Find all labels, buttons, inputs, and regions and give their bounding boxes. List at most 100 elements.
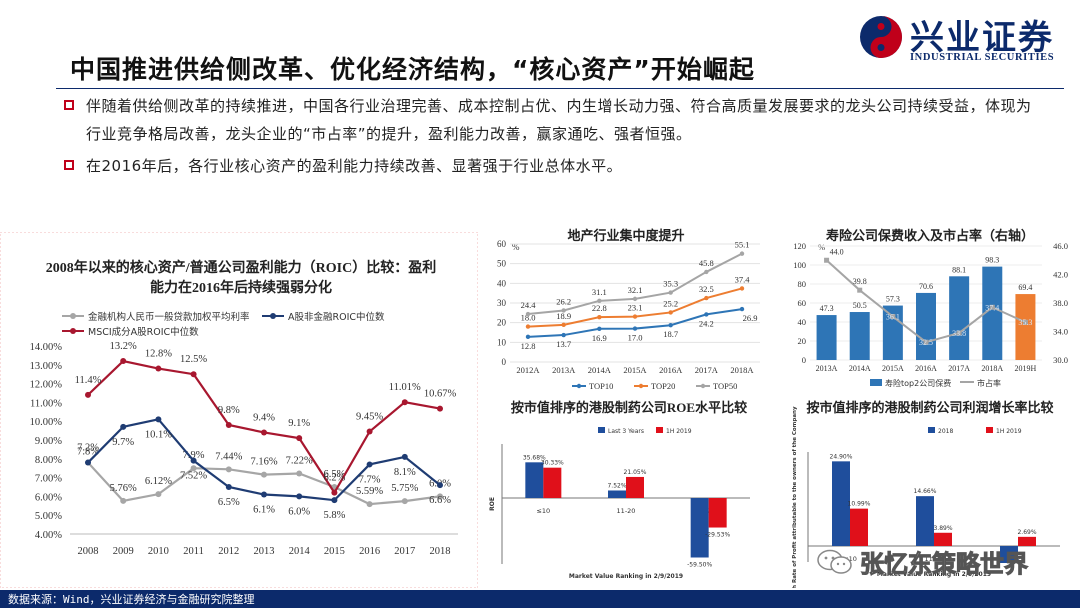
legend-marker (700, 383, 706, 389)
data-point (437, 493, 443, 500)
data-label: 17.0 (628, 333, 643, 343)
data-point (989, 304, 995, 310)
chart-title: 2008年以来的核心资产/普通公司盈利能力（ROIC）比较：盈利 (46, 259, 436, 276)
bullet-item: 伴随着供给侧改革的持续推进，中国各行业治理完善、成本控制占优、内生增长动力强、符… (64, 92, 1044, 148)
data-point (190, 465, 197, 472)
page-title: 中国推进供给侧改革、优化经济结构，“核心资产”开始崛起 (70, 55, 755, 84)
data-point (225, 421, 232, 428)
y-tick-label-left: 0 (802, 355, 806, 365)
data-label: 31.1 (592, 287, 607, 297)
data-point (704, 312, 709, 317)
data-label: 55.1 (735, 240, 750, 250)
chart-title: 能力在2016年后持续强弱分化 (150, 279, 332, 296)
bar-label: 35.68% (523, 454, 546, 461)
x-tick-label: 2009 (113, 546, 134, 557)
y-axis-unit: % (818, 242, 825, 252)
y-tick-label: 13.00% (30, 361, 63, 372)
y-tick-label: 7.00% (35, 474, 62, 485)
bar (850, 508, 868, 546)
bar (525, 462, 544, 498)
bar (1000, 546, 1018, 563)
x-tick-label: 2013A (816, 364, 838, 373)
y-tick-label: 30 (497, 298, 507, 308)
y-tick-label: 40 (497, 278, 507, 288)
data-point (597, 314, 602, 320)
x-tick-label: 2013A (552, 365, 576, 375)
data-label: 37.4 (735, 274, 751, 284)
x-axis-title: Market Value Ranking in 2/9/2019 (877, 571, 991, 578)
x-tick-label: 2012A (516, 365, 540, 375)
data-label: 12.8% (145, 349, 172, 360)
data-label: 13.2% (110, 341, 137, 352)
watermark-text: 张忆东策略世界 (860, 550, 1029, 579)
x-tick-label: 2017A (948, 364, 970, 373)
data-label: 7.52% (180, 471, 207, 482)
data-point (668, 323, 673, 328)
data-label: 12.8 (521, 341, 536, 351)
legend-label: MSCI成分A股ROIC中位数 (88, 326, 199, 338)
bullet-box-icon (64, 100, 74, 110)
data-point (923, 339, 929, 345)
data-point (525, 324, 531, 329)
y-tick-label-left: 120 (793, 241, 806, 251)
data-label: 5.76% (110, 483, 137, 494)
data-label: 24.4 (521, 300, 537, 310)
y-tick-label-left: 60 (798, 298, 807, 308)
data-label: 6.12% (145, 476, 172, 487)
data-point (225, 466, 232, 473)
bar (982, 266, 1003, 360)
data-label: 18.0 (521, 313, 536, 323)
data-label: 18.9 (556, 311, 571, 321)
bar-label: 57.3 (886, 295, 900, 304)
data-label: 13.7 (556, 339, 571, 349)
property-chart: 地产行业集中度提升% 0 10 20 30 40 50 60 2012A 2013A 2014A 20… (497, 228, 760, 391)
bar-label: 24.90% (830, 453, 853, 460)
data-point (120, 497, 127, 504)
data-point (366, 461, 373, 468)
x-axis-title: Market Value Ranking in 2/9/2019 (569, 573, 683, 580)
data-point (120, 358, 127, 365)
data-point (632, 296, 638, 302)
x-tick-label: 2011 (183, 546, 204, 557)
data-label: 8.1% (394, 467, 416, 478)
data-label: 7.7% (359, 474, 381, 485)
y-tick-label-left: 80 (798, 279, 807, 289)
data-label: 7.16% (250, 457, 277, 468)
chart-frame (0, 232, 478, 588)
x-tick-label: 2014A (849, 364, 871, 373)
chart-title: 地产行业集中度提升 (567, 228, 684, 243)
data-label: 32.5 (699, 284, 714, 294)
y-tick-label: 9.00% (35, 436, 62, 447)
data-label: 18.7 (663, 329, 678, 339)
data-point (704, 295, 709, 301)
data-point (155, 365, 162, 372)
data-point (739, 251, 745, 256)
footer-source: 数据来源：Wind，兴业证券经济与金融研究院整理 (8, 593, 255, 606)
line-label: 39.8 (853, 277, 867, 286)
y-tick-label: 60 (497, 239, 507, 249)
bar-label: -29.53% (705, 532, 730, 539)
legend-label: 2018 (938, 428, 953, 435)
data-label: 6.1% (253, 505, 275, 516)
bar (916, 496, 934, 546)
data-point (824, 257, 830, 263)
y-tick-label-left: 20 (798, 336, 807, 346)
x-tick-label: 2018A (730, 365, 754, 375)
data-label: 6.5% (218, 497, 240, 508)
data-point (890, 314, 896, 320)
bar (690, 498, 709, 558)
data-point (190, 371, 197, 378)
chart-title: 寿险公司保费收入及市占率（右轴） (826, 228, 1034, 243)
x-tick-label: 11-20 (617, 507, 636, 515)
data-label: 7.2% (77, 443, 99, 454)
bar (949, 276, 970, 360)
bar-label: 88.1 (952, 265, 966, 274)
y-axis-title: Growth Rate of Profit attributable to th… (792, 406, 798, 588)
data-label: 26.2 (556, 296, 571, 306)
bar (916, 292, 936, 360)
bar-label: 70.6 (919, 282, 933, 291)
x-tick-label: 2012 (218, 546, 239, 557)
legend-label: Last 3 Years (608, 428, 644, 435)
data-label: 9.4% (253, 412, 275, 423)
data-point (401, 399, 408, 406)
